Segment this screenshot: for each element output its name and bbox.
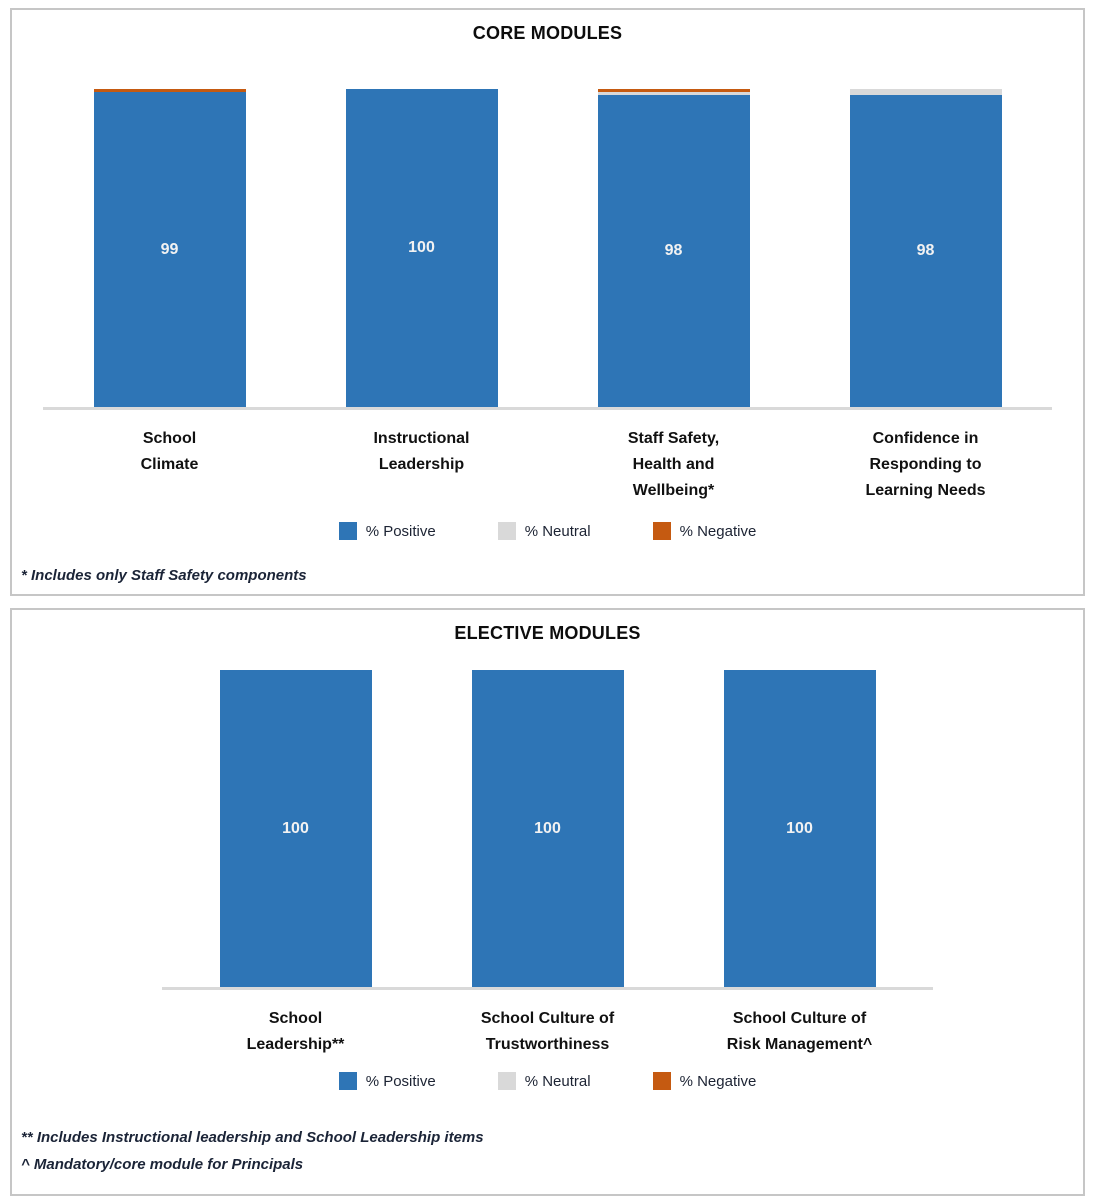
stacked-bar: 100 (345, 89, 498, 407)
category-labels-row: School Leadership** School Culture of Tru… (12, 1006, 1083, 1058)
category-label: School Leadership** (246, 1010, 345, 1053)
stacked-bar: 100 (471, 670, 624, 988)
footnote-text: ^ Mandatory/core module for Principals (21, 1156, 304, 1173)
footnotes: ** Includes Instructional leadership and… (21, 1124, 1074, 1178)
chart-legend: % Positive % Neutral % Negative (12, 522, 1083, 540)
elective-modules-chart-panel: ELECTIVE MODULES 100 100 100 School Leader… (10, 608, 1085, 1196)
stacked-bar: 98 (597, 89, 750, 407)
bar-segment-neutral (849, 89, 1002, 96)
legend-item-positive: % Positive (338, 1072, 436, 1090)
positive-swatch-icon (338, 522, 357, 540)
bar-column: 99 (44, 89, 296, 407)
footnote-text: * Includes only Staff Safety components (21, 567, 307, 584)
legend-item-negative: % Negative (652, 1072, 757, 1090)
legend-item-neutral: % Neutral (497, 522, 591, 540)
bar-segment-positive: 100 (471, 670, 624, 988)
footnotes: * Includes only Staff Safety components (21, 562, 1074, 589)
category-label: School Culture of Risk Management^ (726, 1010, 873, 1053)
bar-segment-negative (597, 89, 750, 93)
category-label: Instructional Leadership (373, 430, 470, 473)
core-modules-chart-panel: CORE MODULES 99 100 98 98 School Climate Ins… (10, 8, 1085, 596)
bar-column: 100 (170, 670, 422, 988)
legend-label: % Negative (679, 1072, 757, 1090)
bar-segment-positive: 98 (597, 95, 750, 407)
category-label: School Climate (140, 430, 199, 473)
footnote-text: ** Includes Instructional leadership and… (21, 1129, 484, 1146)
legend-item-neutral: % Neutral (497, 1072, 591, 1090)
x-axis-line (43, 407, 1052, 410)
category-label: Confidence in Responding to Learning Nee… (865, 430, 986, 499)
category-labels-row: School Climate Instructional Leadership St… (12, 426, 1083, 504)
stacked-bar: 99 (93, 89, 246, 407)
legend-item-positive: % Positive (338, 522, 436, 540)
stacked-bar: 100 (723, 670, 876, 988)
chart-title: CORE MODULES (472, 23, 623, 43)
bar-column: 98 (800, 89, 1052, 407)
legend-label: % Positive (365, 522, 436, 540)
legend-label: % Neutral (524, 1072, 591, 1090)
x-axis-line (162, 987, 933, 990)
bar-segment-positive: 100 (345, 89, 498, 407)
stacked-bar: 100 (219, 670, 372, 988)
negative-swatch-icon (652, 1072, 671, 1090)
bar-segment-neutral (597, 92, 750, 96)
bar-segment-positive: 100 (723, 670, 876, 988)
neutral-swatch-icon (497, 1072, 516, 1090)
bar-column: 100 (674, 670, 926, 988)
plot-area: 100 100 100 (12, 670, 1083, 988)
chart-title: ELECTIVE MODULES (454, 623, 641, 643)
legend-label: % Positive (365, 1072, 436, 1090)
bar-segment-negative (93, 89, 246, 93)
bar-column: 100 (422, 670, 674, 988)
legend-item-negative: % Negative (652, 522, 757, 540)
positive-swatch-icon (338, 1072, 357, 1090)
neutral-swatch-icon (497, 522, 516, 540)
category-label: School Culture of Trustworthiness (480, 1010, 615, 1053)
legend-label: % Neutral (524, 522, 591, 540)
bar-column: 98 (548, 89, 800, 407)
bar-segment-positive: 100 (219, 670, 372, 988)
negative-swatch-icon (652, 522, 671, 540)
legend-label: % Negative (679, 522, 757, 540)
stacked-bar: 98 (849, 89, 1002, 407)
bar-segment-positive: 98 (849, 95, 1002, 407)
chart-legend: % Positive % Neutral % Negative (12, 1072, 1083, 1090)
bar-column: 100 (296, 89, 548, 407)
plot-area: 99 100 98 98 (12, 89, 1083, 407)
bar-segment-positive: 99 (93, 92, 246, 407)
category-label: Staff Safety, Health and Wellbeing* (627, 430, 720, 499)
